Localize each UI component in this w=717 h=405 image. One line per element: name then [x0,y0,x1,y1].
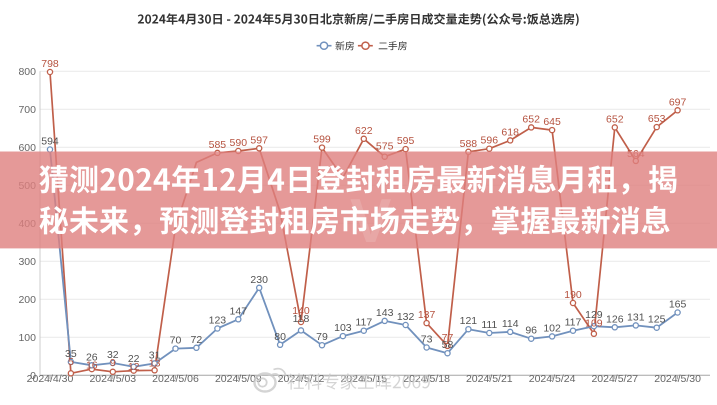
svg-text:13: 13 [149,358,161,370]
svg-text:230: 230 [250,274,268,286]
svg-text:588: 588 [460,138,478,150]
svg-text:652: 652 [606,113,624,125]
svg-text:147: 147 [230,305,248,317]
svg-text:798: 798 [41,58,59,70]
svg-text:9: 9 [110,357,116,369]
svg-text:114: 114 [502,318,519,330]
svg-text:700: 700 [18,104,36,116]
svg-text:132: 132 [397,311,415,323]
svg-text:80: 80 [274,331,286,343]
svg-text:2024/5/30: 2024/5/30 [654,373,701,385]
svg-text:590: 590 [230,137,248,149]
svg-text:73: 73 [421,334,433,346]
svg-text:79: 79 [316,331,328,343]
svg-text:121: 121 [460,315,478,327]
svg-text:652: 652 [522,113,540,125]
svg-text:129: 129 [585,309,603,321]
svg-text:143: 143 [376,307,394,319]
svg-text:140: 140 [292,305,310,317]
svg-text:618: 618 [501,126,519,138]
svg-text:2024/5/03: 2024/5/03 [89,373,136,385]
svg-text:599: 599 [313,134,331,146]
svg-text:653: 653 [648,113,666,125]
svg-text:117: 117 [355,317,372,329]
svg-text:165: 165 [669,299,687,311]
svg-text:800: 800 [18,66,36,78]
svg-text:2024/5/12: 2024/5/12 [278,373,325,385]
svg-text:103: 103 [334,322,352,334]
svg-text:100: 100 [18,332,36,344]
svg-text:102: 102 [543,322,561,334]
svg-text:2024/5/27: 2024/5/27 [591,373,638,385]
svg-text:2024/4/30: 2024/4/30 [27,373,74,385]
svg-text:58: 58 [442,339,454,351]
svg-text:2024/5/21: 2024/5/21 [466,373,513,385]
svg-text:300: 300 [18,256,36,268]
svg-text:31: 31 [149,349,161,361]
svg-text:575: 575 [376,141,394,153]
svg-text:645: 645 [543,116,561,128]
svg-text:22: 22 [128,353,140,365]
svg-text:35: 35 [65,348,77,360]
svg-text:123: 123 [209,315,227,327]
svg-text:596: 596 [481,135,499,147]
svg-text:2024/5/09: 2024/5/09 [215,373,262,385]
svg-text:594: 594 [41,136,59,148]
svg-text:697: 697 [669,96,687,108]
svg-text:200: 200 [18,294,36,306]
svg-text:600: 600 [18,142,36,154]
svg-text:72: 72 [191,334,203,346]
svg-text:109: 109 [585,317,603,329]
svg-text:2024/5/24: 2024/5/24 [529,373,576,385]
svg-text:96: 96 [525,325,537,337]
svg-text:117: 117 [565,317,582,329]
svg-text:70: 70 [170,335,182,347]
svg-text:622: 622 [355,125,373,137]
svg-text:595: 595 [397,135,415,147]
svg-text:2024/5/06: 2024/5/06 [152,373,199,385]
svg-text:118: 118 [293,313,310,325]
svg-text:77: 77 [442,332,454,344]
svg-text:137: 137 [418,309,436,321]
svg-text:12: 12 [128,361,140,373]
svg-text:111: 111 [481,319,497,331]
svg-text:126: 126 [606,313,624,325]
svg-text:597: 597 [250,134,268,146]
svg-text:16: 16 [86,360,98,372]
svg-text:190: 190 [564,289,582,301]
svg-text:0: 0 [30,370,36,382]
svg-text:32: 32 [107,349,119,361]
svg-text:5: 5 [68,356,74,368]
svg-text:585: 585 [209,139,227,151]
svg-text:131: 131 [627,311,645,323]
svg-text:26: 26 [86,351,98,363]
svg-text:125: 125 [648,314,666,326]
